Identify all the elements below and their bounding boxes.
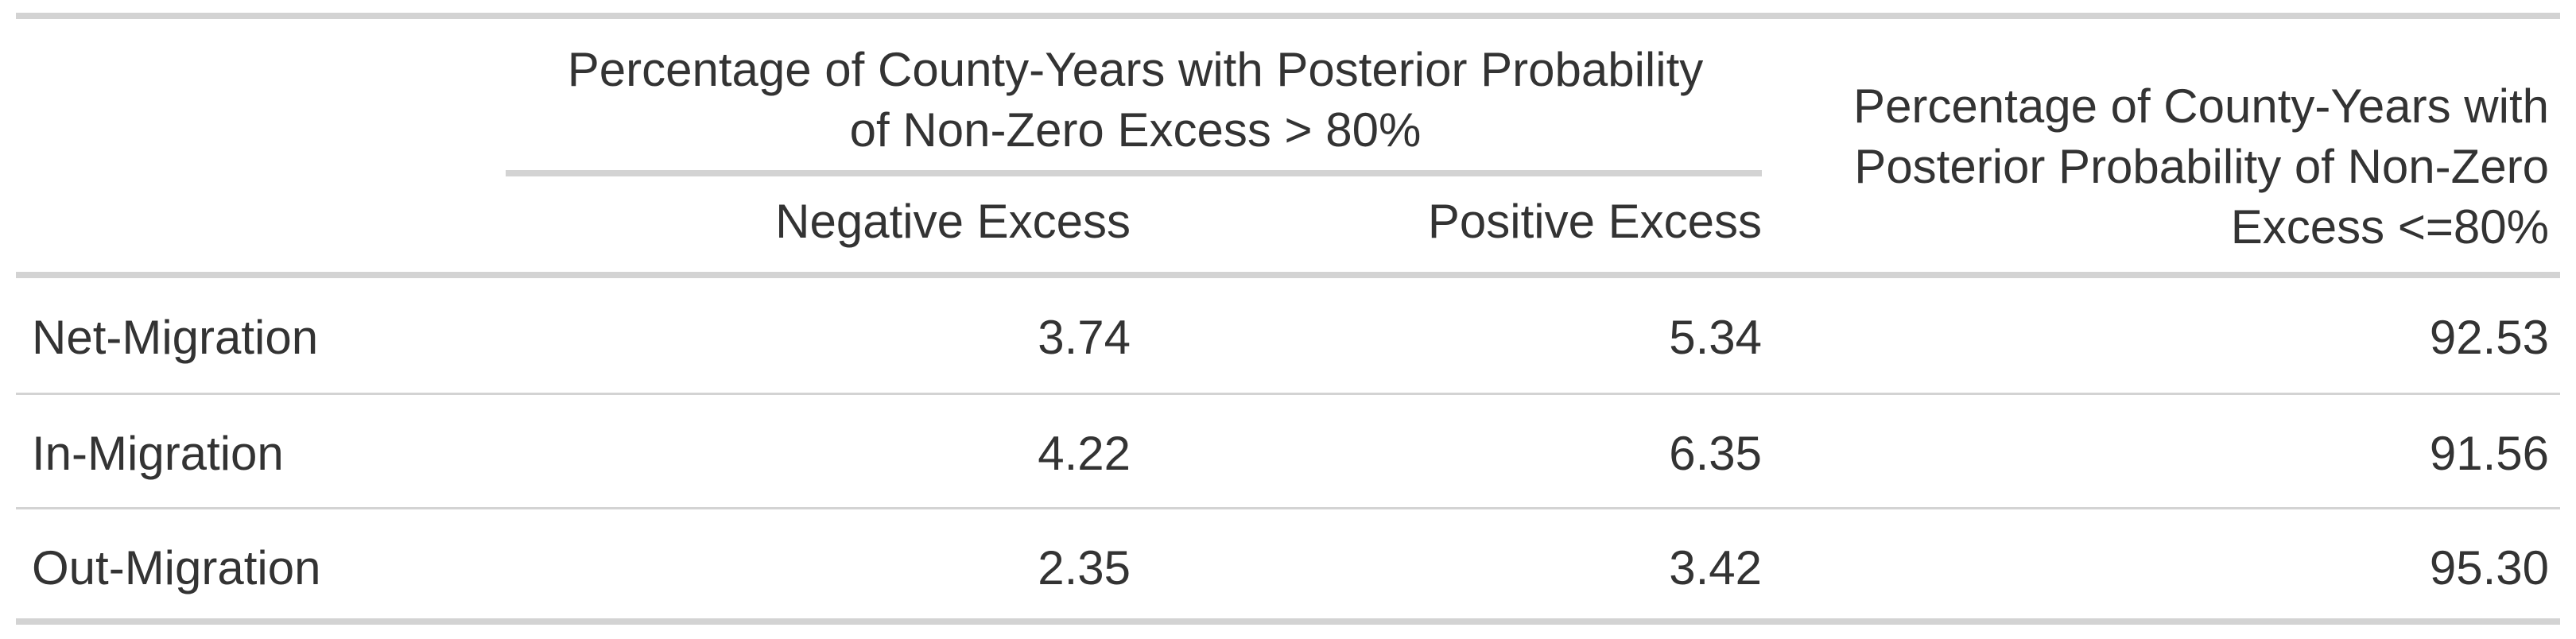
cell-negative: 4.22 <box>1038 427 1131 480</box>
cell-low: 91.56 <box>2429 427 2549 480</box>
table-top-border <box>16 13 2560 19</box>
spanner-header-line2: of Non-Zero Excess > 80% <box>849 103 1422 157</box>
cell-low: 95.30 <box>2429 541 2549 594</box>
cell-positive: 6.35 <box>1669 427 1762 480</box>
cell-positive: 3.42 <box>1669 541 1762 594</box>
row-divider <box>16 393 2560 395</box>
column-header-positive: Positive Excess <box>1427 195 1762 248</box>
cell-low: 92.53 <box>2429 311 2549 364</box>
spanner-header: Percentage of County-Years with Posterio… <box>509 40 1762 161</box>
spanner-header-line1: Percentage of County-Years with Posterio… <box>567 43 1704 96</box>
cell-negative: 2.35 <box>1038 541 1131 594</box>
column-header-low-line2: Posterior Probability of Non-Zero <box>1854 140 2549 193</box>
row-divider <box>16 507 2560 509</box>
row-label: Net-Migration <box>32 311 319 364</box>
column-header-low-line1: Percentage of County-Years with <box>1853 79 2549 133</box>
spanner-underline <box>506 170 1762 176</box>
column-header-negative: Negative Excess <box>775 195 1131 248</box>
column-header-low-line3: Excess <=80% <box>2230 200 2549 254</box>
table-bottom-border <box>16 618 2560 625</box>
row-label: In-Migration <box>32 427 284 480</box>
column-header-low-probability: Percentage of County-Years with Posterio… <box>1762 76 2549 258</box>
cell-negative: 3.74 <box>1038 311 1131 364</box>
header-bottom-border <box>16 272 2560 278</box>
row-label: Out-Migration <box>32 541 321 594</box>
cell-positive: 5.34 <box>1669 311 1762 364</box>
